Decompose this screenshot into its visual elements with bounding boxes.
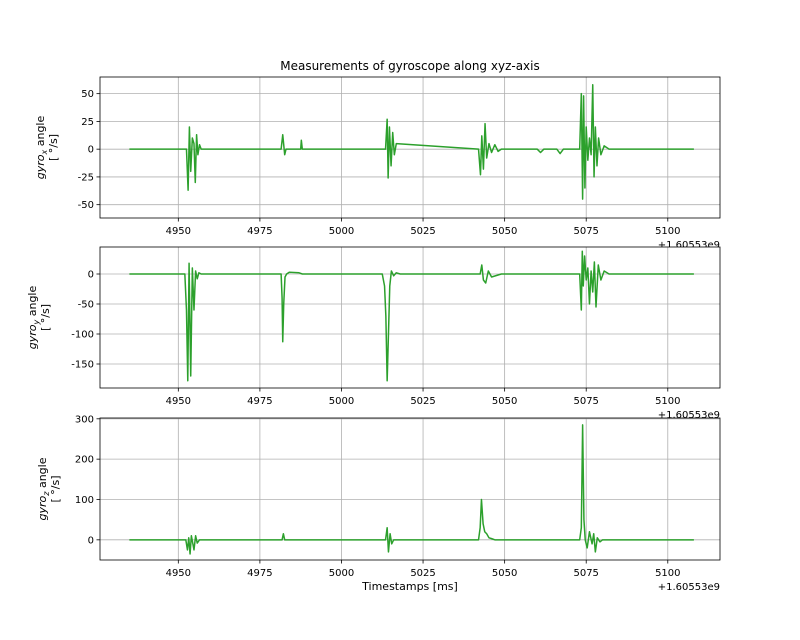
x-tick-label: 5075 [573, 568, 598, 579]
y-tick-label: -25 [78, 172, 94, 183]
y-label-main: gyro [36, 495, 49, 520]
x-tick-label: 5025 [410, 226, 435, 237]
axes-frame [99, 417, 721, 561]
x-tick-label: 5100 [655, 226, 680, 237]
x-tick-label: 5050 [492, 396, 517, 407]
x-tick-label: 5050 [492, 226, 517, 237]
series-line-y [129, 250, 694, 382]
y-axis-unit: [ °/s] [49, 475, 62, 502]
y-axis-label: gyrox angle [34, 116, 49, 180]
x-tick-label: 5025 [410, 568, 435, 579]
subplot-2: 4950 4975 5000 5025 5050 5075 5100 300 200 100 0 +1… [36, 414, 721, 593]
y-tick-label: -100 [71, 330, 94, 341]
y-tick-label: 25 [81, 117, 94, 128]
series-line-x [129, 84, 694, 200]
y-tick-label: -50 [78, 300, 94, 311]
y-tick-label: 0 [88, 145, 94, 156]
plot-area [100, 247, 720, 388]
x-offset-label: +1.60553e9 [658, 240, 720, 251]
y-axis-label: gyroy angle [26, 286, 41, 350]
subplots: 4950 4975 5000 5025 5050 5075 510050250-25-50+… [26, 76, 721, 593]
y-label-main: gyro [34, 154, 47, 179]
y-axis-unit: [ °/s] [47, 134, 60, 161]
x-tick-label: 5000 [329, 396, 354, 407]
x-tick-label: 5075 [573, 226, 598, 237]
x-tick-label: 5100 [655, 568, 680, 579]
y-label-suffix: angle [26, 286, 39, 320]
subplot-1: 4950 4975 5000 5025 5050 5075 5100 0 -50 -100 -150… [26, 246, 721, 421]
y-tick-label: 300 [75, 414, 94, 425]
x-tick-label: 4975 [247, 568, 272, 579]
subplot-0: 4950 4975 5000 5025 5050 5075 510050250-25-50+… [34, 76, 721, 251]
y-tick-label: 100 [75, 495, 94, 506]
x-axis-label: Timestamps [ms] [361, 580, 458, 593]
x-offset-label: +1.60553e9 [658, 582, 720, 593]
y-tick-label: 50 [81, 89, 94, 100]
y-tick-label: 200 [75, 455, 94, 466]
x-tick-label: 4950 [166, 568, 191, 579]
x-tick-label: 4975 [247, 226, 272, 237]
x-tick-label: 4950 [166, 226, 191, 237]
y-label-sub: y [32, 320, 41, 326]
plot-area [100, 77, 720, 218]
y-label-suffix: angle [34, 116, 47, 150]
axes-frame [99, 246, 721, 389]
y-label-main: gyro [26, 324, 39, 349]
x-tick-label: 4975 [247, 396, 272, 407]
x-tick-label: 5050 [492, 568, 517, 579]
x-offset-label: +1.60553e9 [658, 410, 720, 421]
x-tick-label: 5100 [655, 396, 680, 407]
y-label-sub: z [42, 491, 51, 497]
axes-frame [99, 76, 721, 219]
y-axis-label: gyroz angle [36, 457, 51, 520]
y-tick-label: -150 [71, 360, 94, 371]
series-line-z [129, 424, 694, 555]
x-tick-label: 5000 [329, 226, 354, 237]
x-tick-label: 5075 [573, 396, 598, 407]
x-tick-label: 5025 [410, 396, 435, 407]
plot-area [100, 418, 720, 560]
chart-title: Measurements of gyroscope along xyz-axis [280, 59, 540, 73]
y-tick-label: 0 [88, 270, 94, 281]
y-tick-label: 0 [88, 535, 94, 546]
y-axis-unit: [ °/s] [39, 304, 52, 331]
y-label-sub: x [40, 150, 49, 156]
y-label-suffix: angle [36, 457, 49, 491]
x-tick-label: 4950 [166, 396, 191, 407]
y-tick-label: -50 [78, 200, 94, 211]
x-tick-label: 5000 [329, 568, 354, 579]
